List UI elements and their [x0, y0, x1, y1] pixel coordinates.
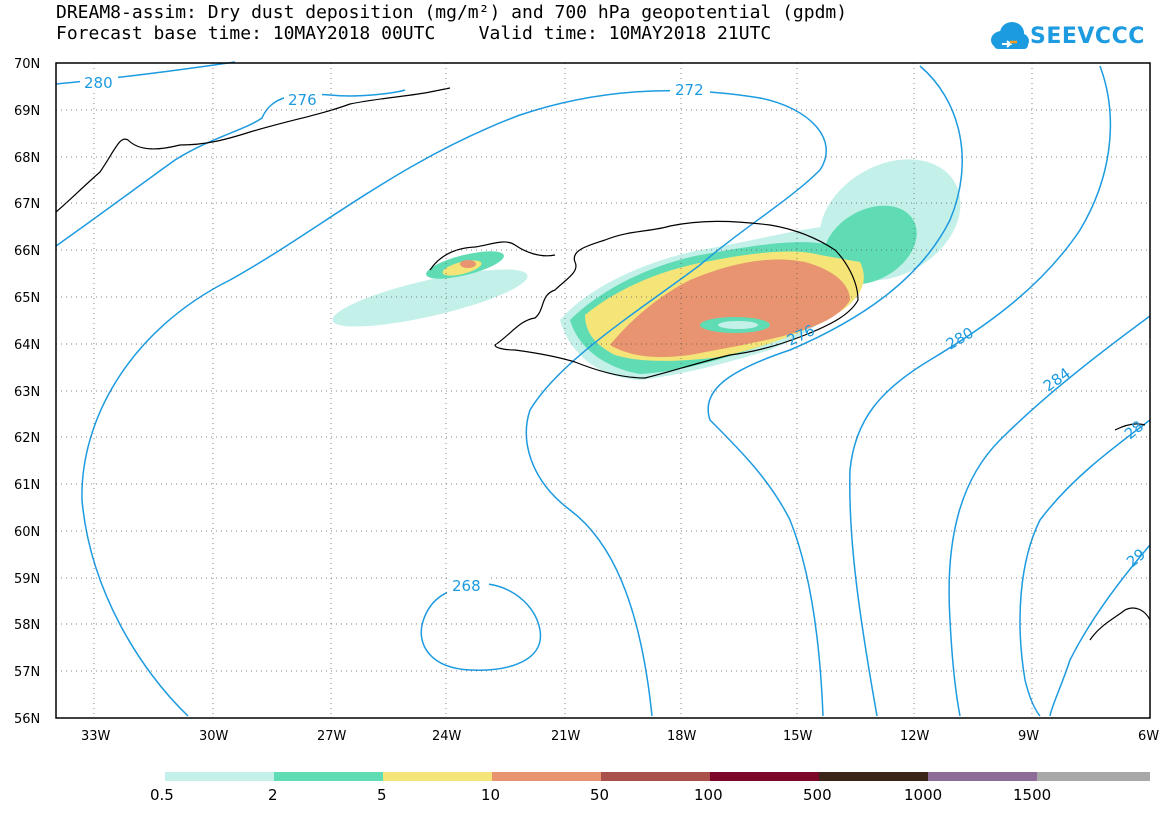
- contour-label: 272: [675, 81, 704, 99]
- lat-label: 66N: [14, 244, 40, 259]
- lon-label: 12W: [900, 729, 930, 744]
- legend-label: 0.5: [150, 786, 174, 804]
- legend-swatch: [1037, 772, 1150, 781]
- contour-288: [1019, 419, 1151, 717]
- contour-268: [420, 583, 542, 671]
- contour-292: [1049, 544, 1151, 717]
- map-frame: [55, 62, 1151, 719]
- iceland-coast: [494, 220, 859, 379]
- contour-label: 29: [1123, 545, 1149, 571]
- lon-label: 21W: [551, 729, 581, 744]
- lon-label: 30W: [199, 729, 229, 744]
- contour-272-loop: [81, 89, 827, 717]
- scotland-coast: [1089, 607, 1151, 641]
- title-line-2: Forecast base time: 10MAY2018 00UTC Vali…: [56, 23, 772, 44]
- legend-swatch: [928, 772, 1038, 781]
- lon-label: 27W: [317, 729, 347, 744]
- legend-swatch: [165, 772, 275, 781]
- cloud-logo-icon: [991, 22, 1029, 49]
- contour-label: 280: [84, 74, 113, 92]
- legend-swatch: [601, 772, 711, 781]
- contour-284: [948, 315, 1151, 717]
- map-title: DREAM8-assim: Dry dust deposition (mg/m²…: [56, 2, 847, 44]
- contour-label: 268: [452, 577, 481, 595]
- lat-label: 61N: [14, 478, 40, 493]
- lon-label: 15W: [783, 729, 813, 744]
- lon-label: 6W: [1138, 729, 1159, 744]
- legend-swatch: [383, 772, 493, 781]
- legend-label: 50: [590, 786, 609, 804]
- dust-deposition-shading: [332, 159, 961, 380]
- latitude-axis: 70N 69N 68N 67N 66N 65N 64N 63N 62N 61N …: [14, 57, 40, 727]
- lon-label: 33W: [81, 729, 111, 744]
- lat-label: 63N: [14, 385, 40, 400]
- contour-276-east: [707, 65, 963, 717]
- lat-label: 65N: [14, 291, 40, 306]
- greenland-coast: [55, 87, 451, 213]
- lat-label: 70N: [14, 57, 40, 72]
- color-legend: 0.5 2 5 10 50 100 500 1000 1500: [150, 772, 1150, 804]
- longitude-axis: 33W 30W 27W 24W 21W 18W 15W 12W 9W 6W: [81, 729, 1159, 744]
- contour-label: 276: [288, 91, 317, 109]
- lat-label: 68N: [14, 151, 40, 166]
- contour-280-northwest: [55, 61, 236, 85]
- legend-label: 500: [803, 786, 832, 804]
- faroe-islands: [1114, 423, 1146, 431]
- logo-text: SEEVCCC: [1030, 24, 1145, 49]
- lat-label: 62N: [14, 431, 40, 446]
- lat-label: 56N: [14, 712, 40, 727]
- seevccc-logo: SEEVCCC: [990, 20, 1144, 60]
- legend-swatch: [492, 772, 602, 781]
- lat-label: 67N: [14, 197, 40, 212]
- legend-swatch: [710, 772, 820, 781]
- legend-label: 1500: [1013, 786, 1051, 804]
- lat-label: 60N: [14, 525, 40, 540]
- legend-label: 2: [268, 786, 278, 804]
- legend-label: 5: [377, 786, 387, 804]
- dust-band-10: [460, 260, 476, 268]
- legend-swatch: [274, 772, 384, 781]
- geopotential-contours: [55, 61, 1151, 717]
- legend-swatch: [819, 772, 929, 781]
- dust-band-10: [610, 259, 850, 358]
- lon-label: 9W: [1018, 729, 1039, 744]
- legend-label: 1000: [904, 786, 942, 804]
- title-line-1: DREAM8-assim: Dry dust deposition (mg/m²…: [56, 2, 848, 23]
- lon-label: 18W: [667, 729, 697, 744]
- dust-band-0-5: [718, 321, 758, 329]
- contour-276-west: [55, 89, 406, 247]
- grid-lines: [56, 63, 1150, 718]
- lat-label: 58N: [14, 618, 40, 633]
- contour-label: 284: [1040, 364, 1074, 395]
- lat-label: 64N: [14, 338, 40, 353]
- legend-label: 100: [694, 786, 723, 804]
- lat-label: 59N: [14, 572, 40, 587]
- lat-label: 57N: [14, 665, 40, 680]
- lat-label: 69N: [14, 104, 40, 119]
- iceland-westfjords: [429, 241, 556, 271]
- coastlines: [55, 87, 1151, 641]
- lon-label: 24W: [432, 729, 462, 744]
- dust-band-0-5: [332, 269, 528, 327]
- contour-280-east: [849, 65, 1112, 717]
- legend-label: 10: [481, 786, 500, 804]
